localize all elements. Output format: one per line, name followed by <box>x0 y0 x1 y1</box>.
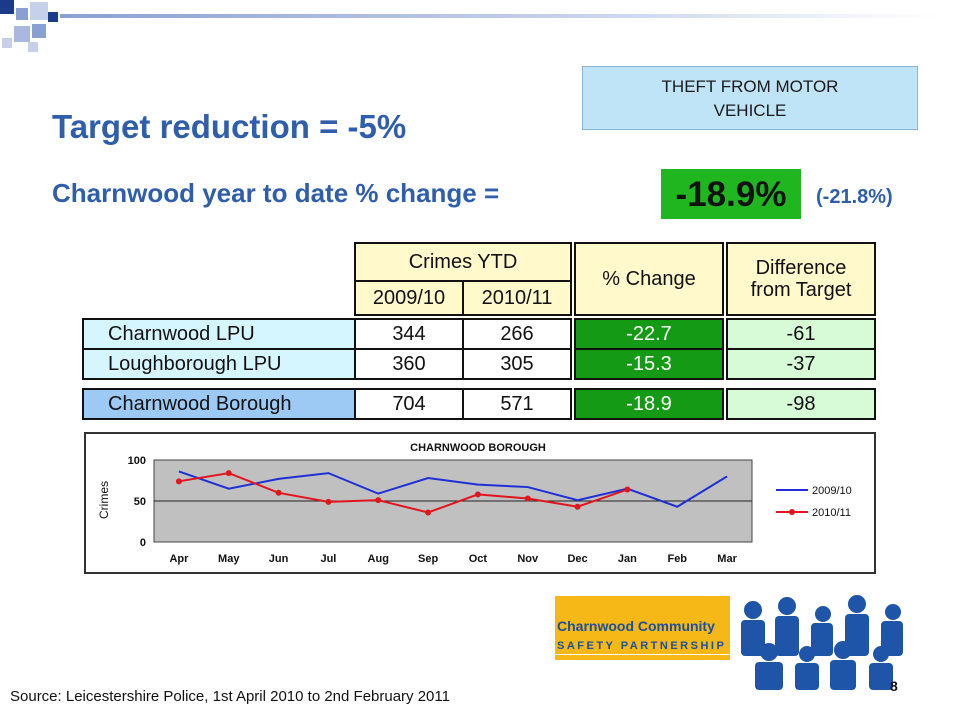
header-difference: Difference from Target <box>726 242 876 316</box>
table-cell-difference: -98 <box>726 388 876 420</box>
x-tick-label: Aug <box>368 553 389 565</box>
cell-change-value: -22.7 <box>626 323 672 345</box>
page-number: 8 <box>890 678 898 694</box>
table-row-name: Charnwood LPU <box>82 318 356 350</box>
y-axis-label: Crimes <box>97 481 111 519</box>
deco-square <box>48 12 58 22</box>
slide-title-box: THEFT FROM MOTOR VEHICLE <box>582 66 918 130</box>
table-row-name: Charnwood Borough <box>82 388 356 420</box>
header-2009: 2009/10 <box>354 280 464 316</box>
cell-2009-value: 704 <box>392 393 426 415</box>
table-cell-2010: 571 <box>462 388 572 420</box>
header-decoration-bar <box>60 14 940 18</box>
ytd-change-value: -18.9% <box>661 169 801 219</box>
partnership-logo: Charnwood Community SAFETY PARTNERSHIP <box>555 586 925 696</box>
cell-2009-value: 344 <box>392 323 426 345</box>
x-tick-label: Feb <box>667 553 687 565</box>
people-group-icon <box>741 595 903 690</box>
y-tick-label: 50 <box>134 496 146 508</box>
ytd-prior-value: (-21.8%) <box>816 186 893 208</box>
x-tick-label: Jan <box>618 553 637 565</box>
cell-change-value: -18.9 <box>626 393 672 415</box>
deco-square <box>30 2 48 20</box>
logo-title: Charnwood Community <box>557 618 715 634</box>
x-tick-label: Mar <box>717 553 737 565</box>
deco-square <box>14 26 30 42</box>
cell-difference-value: -98 <box>786 393 816 415</box>
header-change-label: % Change <box>602 268 696 290</box>
data-point <box>375 497 382 504</box>
header-2010: 2010/11 <box>462 280 572 316</box>
x-tick-label: Oct <box>469 553 488 565</box>
cell-difference-value: -37 <box>786 353 816 375</box>
source-note: Source: Leicestershire Police, 1st April… <box>10 688 450 705</box>
legend-label: 2010/11 <box>812 507 851 519</box>
chart-svg: CHARNWOOD BOROUGH Crimes 0 50 100 Apr May Jun… <box>97 442 852 565</box>
header-difference-line1: Difference <box>755 257 847 279</box>
x-tick-label: Jun <box>269 553 289 565</box>
table-cell-change: -18.9 <box>574 388 724 420</box>
y-tick-label: 0 <box>140 537 146 549</box>
ytd-change-label: Charnwood year to date % change = <box>52 178 500 208</box>
table-cell-change: -22.7 <box>574 318 724 350</box>
deco-square <box>28 42 38 52</box>
row-name-label: Loughborough LPU <box>108 353 282 375</box>
logo-yellow-stripe <box>555 655 730 660</box>
slide-title-line1: THEFT FROM MOTOR <box>661 77 839 96</box>
table-cell-2010: 305 <box>462 348 572 380</box>
series-line-2010/11 <box>178 472 628 514</box>
header-crimes-ytd-label: Crimes YTD <box>408 251 518 273</box>
table-row-name: Loughborough LPU <box>82 348 356 380</box>
x-tick-label: Jul <box>320 553 336 565</box>
deco-square <box>0 0 14 14</box>
table-cell-2009: 360 <box>354 348 464 380</box>
data-point <box>425 509 432 516</box>
cell-change-value: -15.3 <box>626 353 672 375</box>
series-line-2009/10 <box>178 470 728 508</box>
data-point <box>624 486 631 493</box>
data-point <box>175 478 182 485</box>
target-heading: Target reduction = -5% <box>52 108 407 145</box>
data-point <box>474 491 481 498</box>
header-difference-line2: from Target <box>750 279 852 301</box>
deco-square <box>2 38 12 48</box>
line-chart: CHARNWOOD BOROUGH Crimes 0 50 100 Apr May Jun… <box>84 432 876 574</box>
logo-yellow-band <box>555 596 730 654</box>
x-tick-label: Apr <box>169 553 189 565</box>
cell-difference-value: -61 <box>786 323 816 345</box>
data-point <box>524 495 531 502</box>
data-point <box>325 498 332 505</box>
table-cell-difference: -61 <box>726 318 876 350</box>
row-name-label: Charnwood LPU <box>108 323 255 345</box>
table-cell-2009: 704 <box>354 388 464 420</box>
x-tick-label: Nov <box>517 553 539 565</box>
y-tick-label: 100 <box>128 455 146 467</box>
x-tick-label: Dec <box>567 553 587 565</box>
slide-title-line2: VEHICLE <box>713 101 787 120</box>
data-point <box>275 489 282 496</box>
data-point <box>574 503 581 510</box>
table-cell-difference: -37 <box>726 348 876 380</box>
logo-subtitle: SAFETY PARTNERSHIP <box>557 640 727 652</box>
header-crimes-ytd: Crimes YTD <box>354 242 572 282</box>
x-tick-label: Sep <box>418 553 438 565</box>
header-2010-label: 2010/11 <box>481 287 553 309</box>
legend-marker <box>789 509 795 515</box>
x-tick-label: May <box>218 553 240 565</box>
header-change: % Change <box>574 242 724 316</box>
deco-square <box>16 8 28 20</box>
data-point <box>225 470 232 477</box>
table-cell-2009: 344 <box>354 318 464 350</box>
table-cell-2010: 266 <box>462 318 572 350</box>
header-2009-label: 2009/10 <box>372 287 446 309</box>
table-cell-change: -15.3 <box>574 348 724 380</box>
cell-2010-value: 266 <box>500 323 534 345</box>
legend-label: 2009/10 <box>812 485 852 497</box>
cell-2009-value: 360 <box>392 353 426 375</box>
chart-title: CHARNWOOD BOROUGH <box>410 442 546 454</box>
cell-2010-value: 305 <box>500 353 534 375</box>
deco-square <box>32 24 46 38</box>
cell-2010-value: 571 <box>500 393 534 415</box>
row-name-label: Charnwood Borough <box>108 393 292 415</box>
